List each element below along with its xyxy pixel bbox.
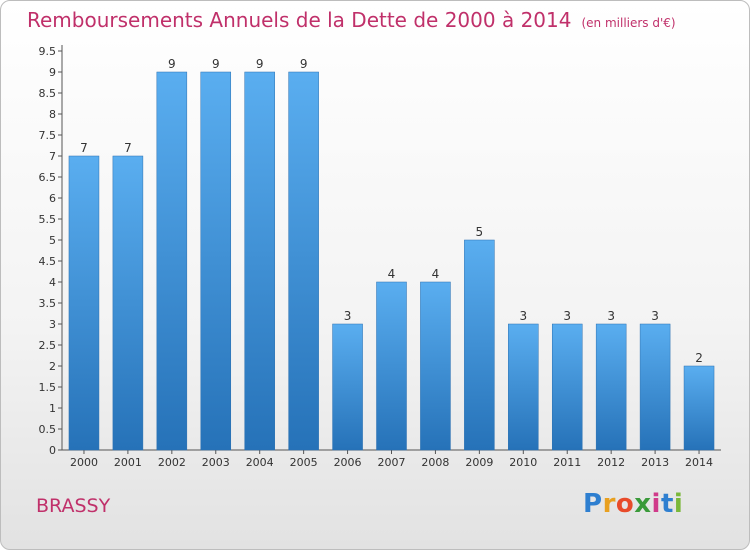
bar-value-label: 5 (476, 225, 484, 239)
y-tick-label: 4.5 (39, 255, 57, 268)
x-tick-label: 2011 (553, 456, 581, 469)
x-tick-label: 2010 (509, 456, 537, 469)
logo-letter: i (673, 489, 684, 519)
y-tick-label: 3.5 (39, 297, 57, 310)
bar-2006 (332, 323, 363, 451)
chart-title-main: Remboursements Annuels de la Dette de 20… (27, 8, 572, 32)
chart-unit: (en milliers d'€) (581, 16, 676, 30)
bar-2002 (156, 71, 188, 451)
chart-title: Remboursements Annuels de la Dette de 20… (27, 8, 676, 32)
logo-letter: P (583, 489, 603, 519)
bar-value-label: 9 (256, 57, 264, 71)
bar-2005 (288, 71, 319, 451)
x-tick-label: 2008 (421, 456, 449, 469)
x-tick-label: 2005 (290, 456, 318, 469)
x-tick-label: 2001 (114, 456, 142, 469)
x-tick-label: 2002 (158, 456, 186, 469)
y-tick-label: 1.5 (39, 381, 57, 394)
y-tick-label: 1 (49, 402, 56, 415)
bar-2008 (420, 281, 451, 451)
proxiti-logo[interactable]: Proxiti (583, 489, 683, 519)
x-tick-label: 2013 (641, 456, 669, 469)
bar-2000 (68, 155, 100, 451)
y-tick-label: 4 (49, 276, 56, 289)
bar-value-label: 9 (212, 57, 220, 71)
y-tick-label: 9 (49, 66, 56, 79)
y-tick-label: 0 (49, 444, 56, 457)
bar-2001 (112, 155, 144, 451)
y-tick-label: 6 (49, 192, 56, 205)
bar-2003 (200, 71, 232, 451)
bar-value-label: 9 (168, 57, 176, 71)
bar-2013 (639, 323, 671, 451)
bar-value-label: 9 (300, 57, 308, 71)
bar-2014 (683, 365, 715, 451)
y-tick-label: 2 (49, 360, 56, 373)
y-tick-label: 8 (49, 108, 56, 121)
bar-value-label: 3 (519, 309, 527, 323)
bar-2009 (464, 239, 495, 451)
y-tick-label: 9.5 (39, 45, 57, 58)
bar-2012 (595, 323, 627, 451)
bar-value-label: 3 (344, 309, 352, 323)
y-tick-label: 3 (49, 318, 56, 331)
x-tick-label: 2014 (685, 456, 713, 469)
bar-value-label: 2 (695, 351, 703, 365)
x-tick-label: 2007 (378, 456, 406, 469)
y-tick-label: 8.5 (39, 87, 57, 100)
bar-2010 (508, 323, 539, 451)
x-tick-label: 2003 (202, 456, 230, 469)
bar-value-label: 3 (563, 309, 571, 323)
bar-2004 (244, 71, 275, 451)
logo-letter: o (615, 489, 635, 519)
bar-2011 (551, 323, 583, 451)
logo-letter: r (602, 489, 616, 519)
y-tick-label: 0.5 (39, 423, 57, 436)
commune-name: BRASSY (36, 495, 111, 517)
y-tick-label: 7 (49, 150, 56, 163)
bar-2007 (376, 281, 407, 451)
logo-letter: i (651, 489, 661, 519)
bar-value-label: 3 (651, 309, 659, 323)
logo-letter: x (634, 489, 652, 519)
y-tick-label: 6.5 (39, 171, 57, 184)
logo-letter: t (660, 489, 674, 519)
bar-value-label: 3 (607, 309, 615, 323)
y-tick-label: 2.5 (39, 339, 57, 352)
x-tick-label: 2009 (465, 456, 493, 469)
bar-value-label: 7 (80, 141, 88, 155)
y-tick-label: 5 (49, 234, 56, 247)
x-tick-label: 2006 (334, 456, 362, 469)
y-tick-label: 5.5 (39, 213, 57, 226)
x-tick-label: 2004 (246, 456, 274, 469)
y-tick-label: 7.5 (39, 129, 57, 142)
x-tick-label: 2012 (597, 456, 625, 469)
bar-value-label: 4 (432, 267, 440, 281)
x-tick-label: 2000 (70, 456, 98, 469)
bar-value-label: 7 (124, 141, 132, 155)
bar-value-label: 4 (388, 267, 396, 281)
